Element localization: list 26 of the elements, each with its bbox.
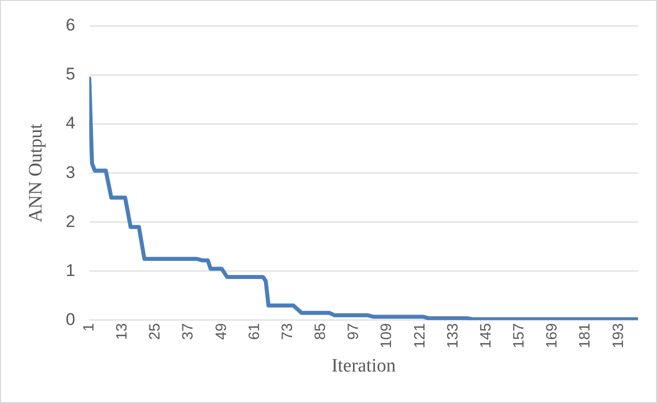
x-tick-label: 37 <box>180 323 197 340</box>
y-tick-label: 1 <box>66 260 76 280</box>
y-tick-label: 6 <box>66 16 76 35</box>
y-tick-label: 5 <box>66 64 76 84</box>
x-tick-label: 73 <box>278 323 296 340</box>
x-axis-title: Iteration <box>331 356 396 377</box>
x-tick-label: 157 <box>510 323 528 348</box>
x-tick-label: 85 <box>312 323 330 340</box>
y-tick-label: 2 <box>66 212 76 231</box>
x-tick-label: 193 <box>610 323 627 348</box>
x-tick-label: 109 <box>378 323 396 348</box>
x-tick-label: 169 <box>544 323 561 348</box>
x-tick-label: 145 <box>477 323 494 348</box>
y-tick-label: 0 <box>66 310 76 329</box>
x-tick-label: 181 <box>576 323 594 348</box>
y-tick-label: 3 <box>66 162 76 182</box>
x-tick-label: 133 <box>444 323 462 348</box>
x-tick-label: 121 <box>411 323 428 348</box>
x-tick-label: 49 <box>212 323 230 340</box>
x-tick-label: 13 <box>113 323 130 340</box>
x-tick-label: 1 <box>80 323 98 332</box>
y-axis-title: ANN Output <box>25 123 46 222</box>
x-tick-label: 25 <box>146 323 164 340</box>
y-tick-label: 4 <box>66 114 76 133</box>
x-tick-label: 97 <box>345 323 362 340</box>
x-tick-label: 61 <box>246 323 263 340</box>
